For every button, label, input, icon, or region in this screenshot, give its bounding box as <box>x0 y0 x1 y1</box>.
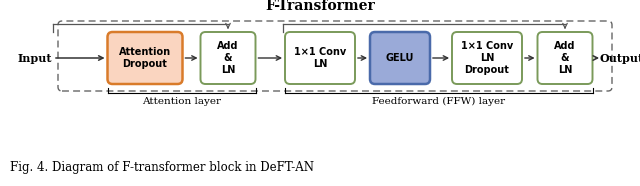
Text: Input: Input <box>18 52 52 63</box>
Text: Attention layer: Attention layer <box>142 97 221 106</box>
FancyBboxPatch shape <box>452 32 522 84</box>
Text: Fig. 4. Diagram of F-transformer block in DeFT-AN: Fig. 4. Diagram of F-transformer block i… <box>10 161 314 174</box>
Text: Add
&
LN: Add & LN <box>217 41 239 75</box>
FancyBboxPatch shape <box>200 32 255 84</box>
Text: GELU: GELU <box>386 53 414 63</box>
Text: Attention
Dropout: Attention Dropout <box>119 47 171 69</box>
FancyBboxPatch shape <box>108 32 182 84</box>
Text: 1×1 Conv
LN: 1×1 Conv LN <box>294 47 346 69</box>
Text: Add
&
LN: Add & LN <box>554 41 576 75</box>
Text: Feedforward (FFW) layer: Feedforward (FFW) layer <box>372 97 506 106</box>
Text: Output: Output <box>600 52 640 63</box>
Text: 1×1 Conv
LN
Dropout: 1×1 Conv LN Dropout <box>461 41 513 75</box>
Text: F-Transformer: F-Transformer <box>265 0 375 13</box>
FancyBboxPatch shape <box>370 32 430 84</box>
FancyBboxPatch shape <box>285 32 355 84</box>
FancyBboxPatch shape <box>538 32 593 84</box>
